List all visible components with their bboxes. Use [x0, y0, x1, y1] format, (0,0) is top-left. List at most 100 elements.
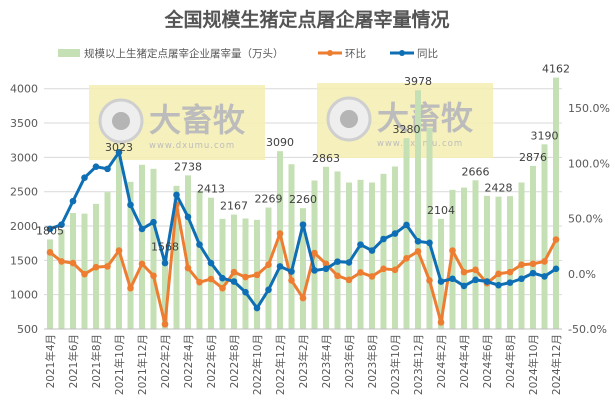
bar-2024-11	[541, 144, 548, 329]
point-2021-12	[138, 260, 146, 268]
x-tick-label: 2024年12月	[550, 334, 563, 395]
data-label: 1568	[151, 241, 179, 254]
bar-2023-09	[380, 173, 387, 329]
bar-2021-10	[116, 155, 122, 329]
point-2023-06	[345, 259, 353, 266]
point-2022-08	[230, 268, 238, 276]
x-tick-label: 2023年2月	[297, 334, 310, 388]
point-2024-03	[449, 247, 456, 254]
bar-2021-05	[58, 229, 65, 329]
point-2021-07	[81, 270, 88, 278]
point-2023-11	[403, 255, 410, 262]
x-tick-label: 2024年10月	[527, 334, 540, 395]
point-2022-07	[219, 284, 226, 292]
x-tick-label: 2022年12月	[274, 334, 287, 395]
point-2023-04	[322, 260, 330, 268]
left-tick-label: 2000	[10, 220, 38, 233]
point-2023-04	[322, 265, 330, 273]
bar-2023-02	[300, 208, 306, 329]
point-2021-04	[46, 225, 54, 233]
line-mom	[46, 201, 560, 328]
point-2022-01	[150, 272, 157, 280]
point-2024-08	[506, 268, 514, 276]
point-2023-03	[311, 249, 318, 257]
point-2024-09	[518, 261, 525, 269]
x-tick-label: 2024年6月	[481, 334, 494, 388]
bar-2023-01	[288, 164, 295, 329]
point-2023-06	[345, 276, 353, 284]
bar-2024-05	[472, 180, 479, 329]
point-2021-06	[69, 259, 77, 267]
point-2024-05	[472, 276, 479, 284]
point-2024-10	[529, 260, 537, 268]
x-tick-label: 2022年4月	[182, 334, 195, 388]
point-2023-05	[334, 272, 341, 280]
point-2024-12	[552, 265, 560, 273]
line-series	[46, 149, 560, 328]
left-axis: 500 1000 1500 2000 2500 3000 3500 4000	[10, 83, 38, 336]
left-tick-label: 3000	[10, 151, 38, 164]
bar-2021-12	[139, 164, 145, 329]
point-2022-11	[265, 286, 272, 294]
bar-2024-08	[507, 196, 513, 329]
bar-2022-02	[162, 255, 168, 329]
bar-2021-04	[47, 239, 53, 329]
right-tick-label: 100.0%	[568, 157, 610, 170]
point-2021-10	[115, 247, 123, 254]
point-2021-05	[58, 221, 65, 228]
line-yoy	[46, 149, 560, 312]
point-2022-02	[161, 320, 169, 328]
x-tick-label: 2021年6月	[67, 334, 80, 388]
point-2022-05	[196, 278, 203, 286]
data-label: 2738	[174, 160, 202, 173]
x-tick-label: 2021年10月	[113, 334, 126, 395]
legend-label-bar: 规模以上生猪定点屠宰企业屠宰量（万头）	[84, 47, 284, 60]
x-tick-label: 2021年4月	[44, 334, 57, 388]
x-tick-label: 2021年8月	[90, 334, 103, 388]
point-2022-06	[207, 259, 215, 267]
bar-2022-09	[242, 218, 249, 329]
bar-2024-10	[530, 165, 536, 329]
point-2024-08	[506, 279, 514, 286]
bar-2024-02	[438, 218, 444, 329]
point-2024-01	[426, 277, 433, 284]
point-2022-04	[184, 264, 192, 272]
point-2023-09	[380, 235, 387, 243]
point-2023-10	[391, 266, 399, 274]
point-2023-03	[311, 267, 318, 274]
point-2021-09	[104, 263, 111, 270]
bar-2022-01	[150, 168, 157, 329]
point-2023-07	[357, 241, 364, 248]
x-tick-label: 2022年2月	[159, 334, 172, 388]
x-tick-label: 2023年10月	[389, 334, 402, 395]
point-2022-08	[230, 278, 238, 285]
point-2021-11	[127, 284, 134, 292]
point-2023-02	[299, 294, 307, 302]
point-2023-10	[391, 230, 399, 237]
bar-2023-05	[334, 171, 341, 329]
point-2023-08	[368, 273, 376, 280]
data-label: 2863	[312, 152, 340, 165]
bar-2023-12	[415, 90, 421, 330]
point-2024-02	[437, 278, 445, 285]
x-tick-label: 2024年4月	[458, 334, 471, 388]
point-2022-02	[161, 259, 169, 267]
data-label: 2269	[255, 193, 283, 206]
point-2022-03	[173, 191, 180, 199]
data-label: 3090	[266, 136, 294, 149]
right-tick-label: 0.0%	[568, 268, 596, 281]
point-2023-01	[288, 268, 295, 275]
bar-2024-09	[518, 182, 525, 329]
bar-2023-04	[323, 166, 329, 329]
point-2024-10	[529, 269, 537, 277]
point-2022-04	[184, 213, 192, 221]
left-tick-label: 1500	[10, 254, 38, 267]
point-2021-11	[127, 201, 134, 209]
legend-marker-mom	[327, 50, 333, 56]
point-2024-11	[541, 273, 548, 280]
legend-label-mom: 环比	[345, 47, 366, 60]
data-label: 2167	[220, 200, 248, 213]
legend-marker-yoy	[399, 50, 405, 56]
point-2024-04	[460, 282, 468, 290]
data-label: 2104	[427, 204, 455, 217]
